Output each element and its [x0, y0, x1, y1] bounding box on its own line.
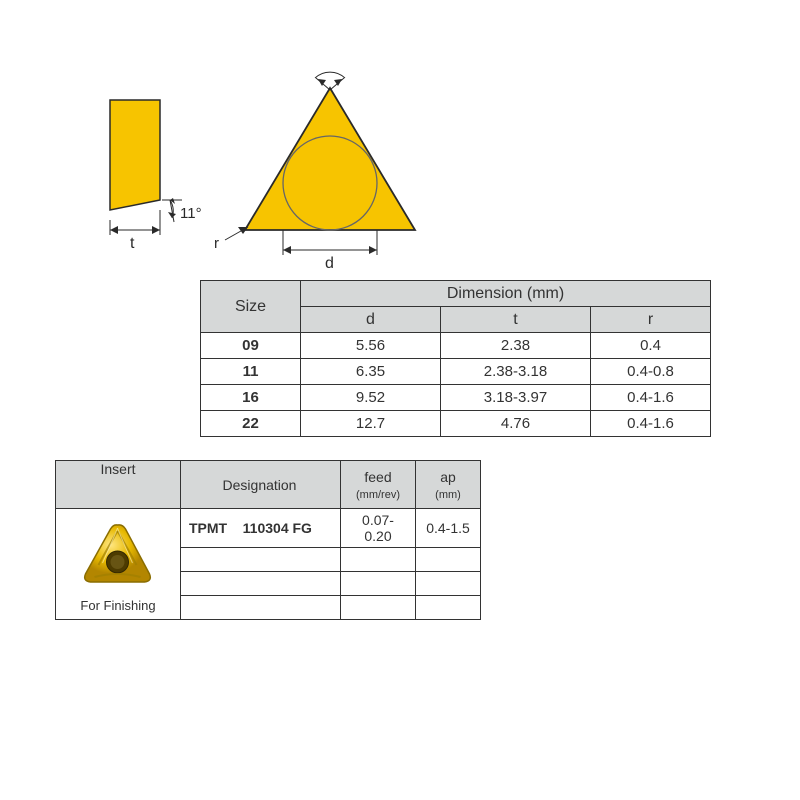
header-dimension: Dimension (mm): [301, 281, 711, 307]
cell-ap: [416, 572, 481, 596]
technical-diagram: 11° t 60°: [100, 70, 460, 280]
triangle-top-view: 60° r d: [214, 70, 415, 272]
cell-r: 0.4-1.6: [591, 385, 711, 411]
header-ap-unit: (mm): [435, 489, 461, 501]
page-container: 11° t 60°: [0, 0, 800, 800]
cell-t: 2.38-3.18: [441, 359, 591, 385]
d-label: d: [325, 255, 334, 272]
cell-size: 11: [201, 359, 301, 385]
t-label: t: [130, 235, 135, 252]
cell-d: 6.35: [301, 359, 441, 385]
table-row: 11 6.35 2.38-3.18 0.4-0.8: [201, 359, 711, 385]
cell-ap: [416, 548, 481, 572]
cell-r: 0.4-0.8: [591, 359, 711, 385]
cell-feed: [341, 548, 416, 572]
cell-t: 3.18-3.97: [441, 385, 591, 411]
profile-side-view: 11° t: [110, 100, 202, 252]
insert-header-row: Insert Designation feed (mm/rev) ap (mm): [56, 461, 481, 509]
header-feed: feed (mm/rev): [341, 461, 416, 509]
cell-feed: [341, 596, 416, 620]
table-row: For Finishing TPMT 110304 FG 0.07-0.20 0…: [56, 509, 481, 548]
header-size: Size: [201, 281, 301, 333]
cell-designation: [181, 548, 341, 572]
cell-designation: [181, 596, 341, 620]
header-feed-unit: (mm/rev): [356, 489, 400, 501]
table-row: 09 5.56 2.38 0.4: [201, 333, 711, 359]
diagram-svg: 11° t 60°: [100, 70, 460, 280]
table-row: 16 9.52 3.18-3.97 0.4-1.6: [201, 385, 711, 411]
insert-caption: For Finishing: [56, 598, 180, 613]
header-designation: Designation: [181, 461, 341, 509]
cell-t: 4.76: [441, 411, 591, 437]
insert-table: Insert Designation feed (mm/rev) ap (mm): [55, 460, 481, 620]
desig-code: TPMT: [189, 520, 227, 536]
desig-value: 110304 FG: [243, 520, 312, 536]
insert-icon: [81, 521, 156, 592]
subheader-d: d: [301, 307, 441, 333]
cell-feed: 0.07-0.20: [341, 509, 416, 548]
cell-d: 9.52: [301, 385, 441, 411]
header-ap: ap (mm): [416, 461, 481, 509]
header-feed-text: feed: [364, 469, 391, 485]
cell-r: 0.4: [591, 333, 711, 359]
insert-image-cell: For Finishing: [56, 509, 181, 620]
cell-ap: [416, 596, 481, 620]
cell-feed: [341, 572, 416, 596]
cell-r: 0.4-1.6: [591, 411, 711, 437]
cell-size: 09: [201, 333, 301, 359]
header-insert: Insert: [56, 461, 181, 509]
cell-size: 22: [201, 411, 301, 437]
r-label: r: [214, 235, 219, 252]
cell-ap: 0.4-1.5: [416, 509, 481, 548]
dimension-table: Size Dimension (mm) d t r 09 5.56 2.38 0…: [200, 280, 711, 437]
angle-11-label: 11°: [180, 205, 202, 222]
angle-60-label: 60°: [315, 70, 338, 72]
cell-t: 2.38: [441, 333, 591, 359]
table-header-row: Size Dimension (mm): [201, 281, 711, 307]
subheader-r: r: [591, 307, 711, 333]
cell-size: 16: [201, 385, 301, 411]
header-ap-text: ap: [440, 469, 456, 485]
subheader-t: t: [441, 307, 591, 333]
table-row: 22 12.7 4.76 0.4-1.6: [201, 411, 711, 437]
cell-d: 5.56: [301, 333, 441, 359]
cell-designation: TPMT 110304 FG: [181, 509, 341, 548]
cell-designation: [181, 572, 341, 596]
cell-d: 12.7: [301, 411, 441, 437]
